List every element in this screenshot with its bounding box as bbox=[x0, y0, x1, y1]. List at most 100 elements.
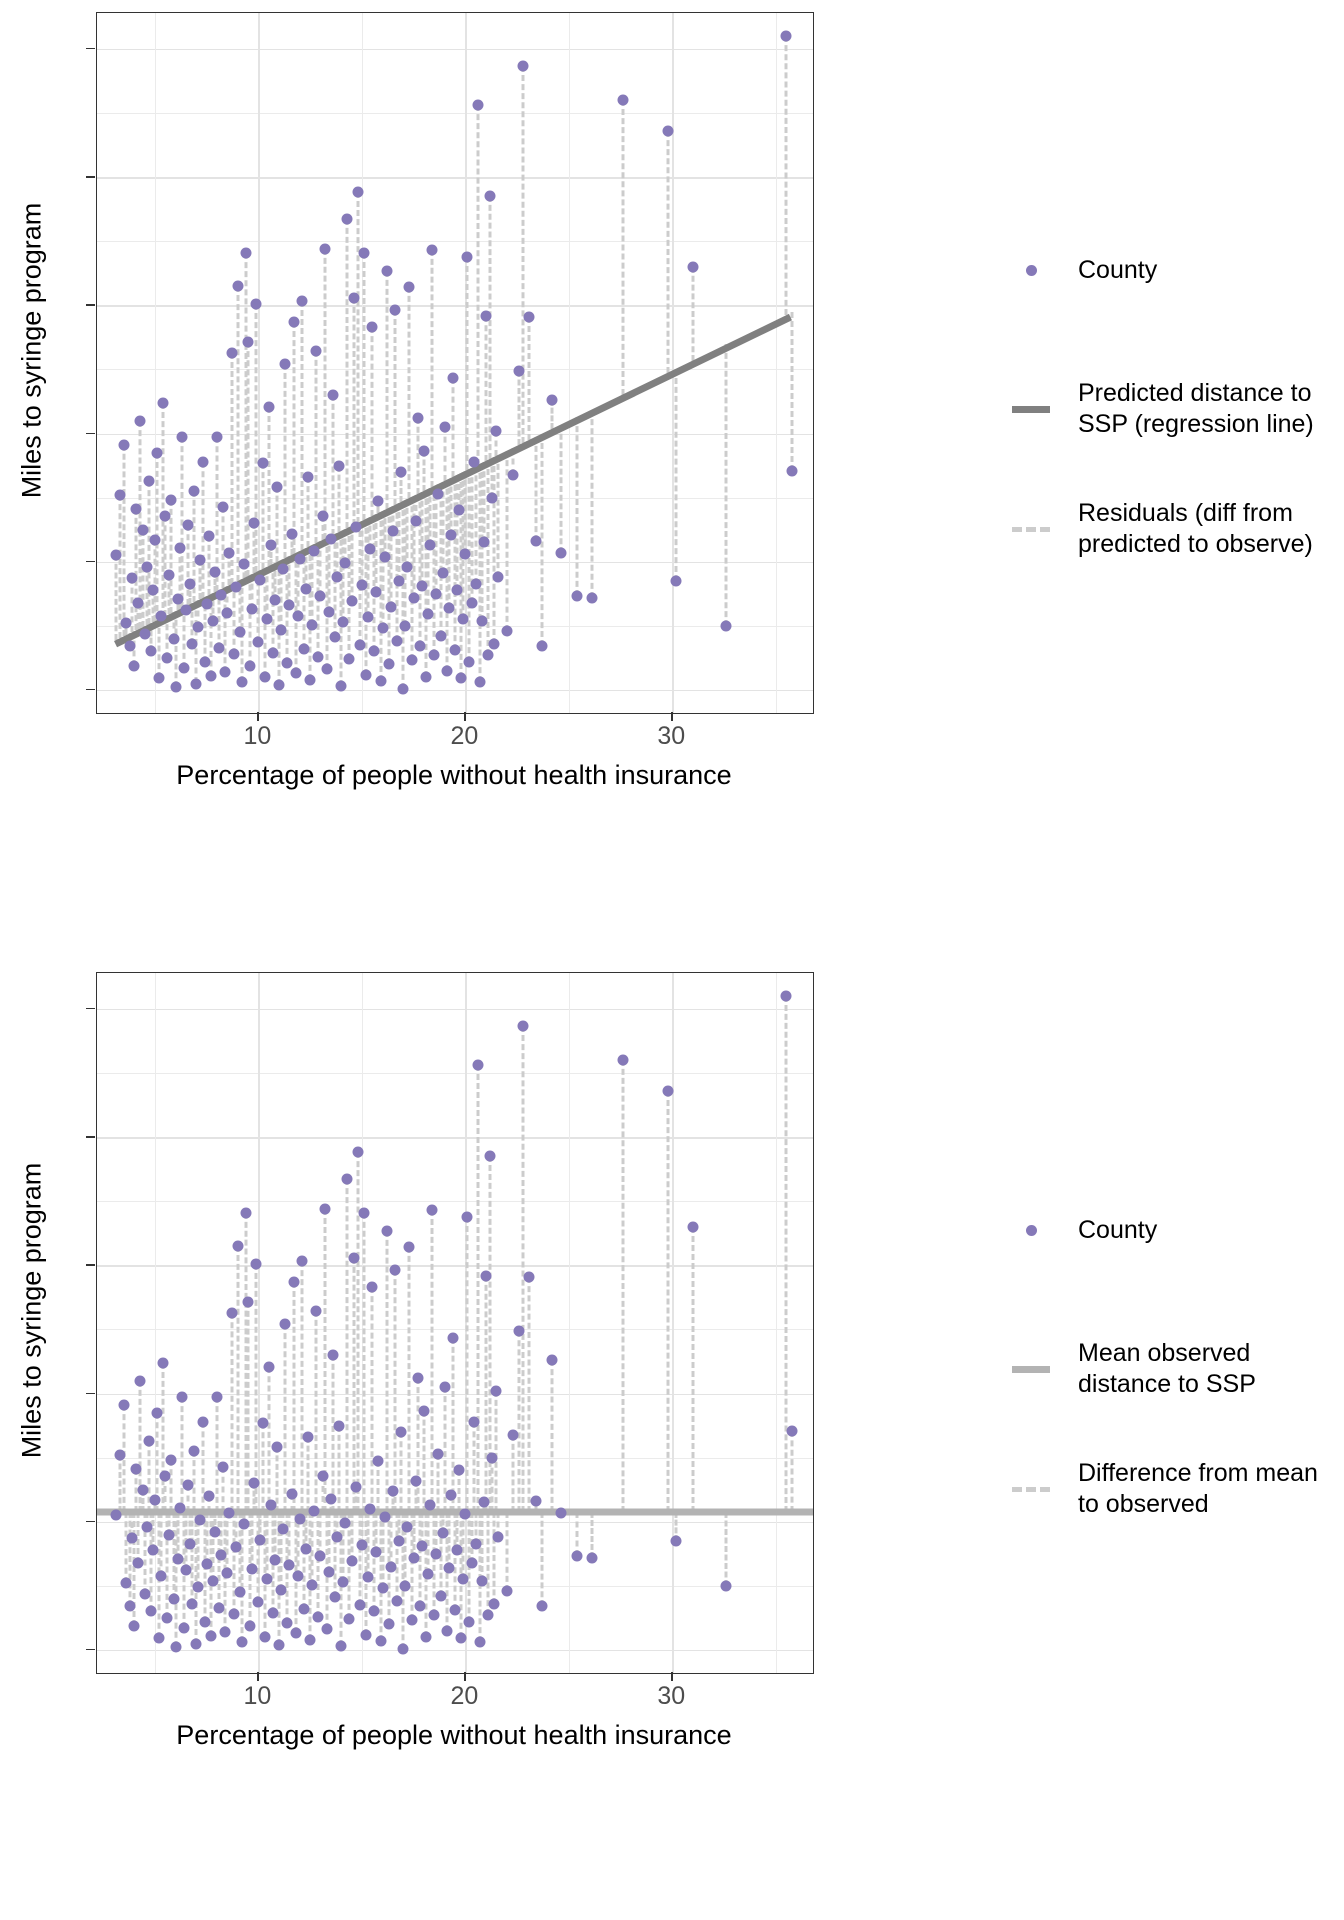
data-point-county bbox=[780, 990, 792, 1002]
residual-segment bbox=[362, 252, 366, 520]
data-point-county bbox=[451, 584, 463, 596]
data-point-county bbox=[286, 528, 298, 539]
residual-segment bbox=[436, 1453, 440, 1513]
residual-segment bbox=[124, 1512, 128, 1584]
x-tick-mark bbox=[257, 712, 259, 721]
residual-segment bbox=[230, 352, 233, 585]
legend-key-solid-line-icon-1 bbox=[1000, 389, 1062, 429]
data-point-county bbox=[188, 1445, 200, 1457]
residual-segment bbox=[387, 507, 391, 665]
data-point-county bbox=[182, 1479, 194, 1491]
residual-segment bbox=[215, 437, 219, 592]
data-point-county bbox=[269, 1554, 281, 1566]
data-point-county bbox=[379, 1511, 391, 1523]
residual-segment bbox=[196, 1512, 200, 1588]
residual-segment bbox=[443, 1387, 447, 1513]
data-point-county bbox=[124, 640, 136, 652]
residual-segment bbox=[327, 536, 331, 612]
y-tick-mark bbox=[86, 47, 95, 50]
gridline-x-minor bbox=[775, 13, 777, 713]
residual-segment bbox=[122, 445, 126, 637]
data-point-county bbox=[304, 1634, 316, 1646]
residual-segment bbox=[205, 1512, 209, 1565]
data-point-county bbox=[461, 1211, 473, 1223]
residual-segment bbox=[141, 1489, 145, 1513]
data-point-county bbox=[118, 1399, 130, 1411]
data-point-county bbox=[132, 597, 144, 609]
data-point-county bbox=[155, 610, 167, 622]
data-point-county bbox=[377, 1582, 389, 1594]
residual-segment bbox=[163, 1475, 167, 1513]
data-point-county bbox=[205, 670, 217, 682]
residual-segment bbox=[141, 529, 145, 628]
data-point-county bbox=[234, 1586, 246, 1598]
residual-segment bbox=[331, 395, 335, 535]
residual-segment bbox=[492, 456, 496, 644]
data-point-county bbox=[170, 681, 182, 693]
data-point-county bbox=[298, 1603, 310, 1615]
x-tick-label: 30 bbox=[657, 722, 686, 750]
residual-segment bbox=[621, 1060, 625, 1513]
gridline-y-minor bbox=[97, 1201, 813, 1203]
data-point-county bbox=[248, 1477, 260, 1489]
data-point-county bbox=[466, 1557, 478, 1569]
y-tick-mark bbox=[86, 1007, 95, 1010]
residual-segment bbox=[341, 1512, 345, 1582]
legend-item-mean-line[interactable]: Mean observed distance to SSP bbox=[1000, 1338, 1256, 1400]
data-point-county bbox=[472, 99, 484, 111]
legend-item-county-1[interactable]: County bbox=[1000, 250, 1157, 290]
data-point-county bbox=[149, 1494, 161, 1506]
data-point-county bbox=[492, 1531, 504, 1543]
data-point-county bbox=[174, 1502, 186, 1514]
residual-segment bbox=[169, 1460, 173, 1513]
data-point-county bbox=[283, 599, 295, 611]
residual-segment bbox=[395, 503, 399, 642]
residual-segment bbox=[261, 1423, 265, 1513]
legend-item-regression-line[interactable]: Predicted distance to SSP (regression li… bbox=[1000, 378, 1314, 440]
residual-segment bbox=[277, 561, 281, 685]
data-point-county bbox=[153, 672, 165, 684]
legend-regression: County Predicted distance to SSP (regres… bbox=[1000, 250, 1344, 590]
data-point-county bbox=[265, 539, 277, 551]
data-point-county bbox=[331, 1531, 343, 1543]
residual-segment bbox=[308, 1512, 312, 1640]
legend-key-glyph bbox=[1012, 1365, 1050, 1373]
residual-segment bbox=[267, 1366, 271, 1513]
data-point-county bbox=[176, 431, 188, 443]
legend-label-difference-from-mean: Difference from mean to observed bbox=[1078, 1459, 1318, 1518]
data-point-county bbox=[314, 590, 326, 602]
data-point-county bbox=[209, 1526, 221, 1538]
data-point-county bbox=[780, 30, 792, 42]
residual-segment bbox=[337, 1425, 341, 1513]
residual-segment bbox=[414, 1480, 418, 1513]
y-tick-mark bbox=[86, 688, 95, 691]
residual-segment bbox=[674, 1512, 678, 1541]
data-point-county bbox=[228, 1608, 240, 1620]
residual-segment bbox=[345, 219, 349, 528]
residual-segment bbox=[161, 1362, 165, 1513]
data-point-county bbox=[484, 1150, 496, 1162]
legend-item-difference-from-mean[interactable]: Difference from mean to observed bbox=[1000, 1458, 1318, 1520]
data-point-county bbox=[445, 529, 457, 541]
y-tick-mark bbox=[86, 1136, 95, 1138]
data-point-county bbox=[517, 60, 529, 72]
data-point-county bbox=[385, 601, 397, 613]
data-point-county bbox=[387, 1485, 399, 1497]
legend-key-glyph bbox=[1025, 264, 1037, 276]
data-point-county bbox=[157, 1357, 169, 1369]
data-point-county bbox=[207, 615, 219, 627]
residual-segment bbox=[790, 1430, 794, 1513]
residual-segment bbox=[484, 1275, 488, 1513]
legend-item-residuals[interactable]: Residuals (diff from predicted to observ… bbox=[1000, 498, 1313, 560]
mean-observed-line bbox=[97, 1508, 813, 1516]
gridline-y-minor bbox=[97, 369, 813, 371]
gridline-y-major bbox=[97, 1649, 813, 1652]
data-point-county bbox=[199, 1616, 211, 1628]
data-point-county bbox=[472, 1059, 484, 1071]
legend-item-county-2[interactable]: County bbox=[1000, 1210, 1157, 1250]
residual-segment bbox=[306, 477, 310, 547]
data-point-county bbox=[294, 553, 306, 565]
data-point-county bbox=[128, 660, 140, 672]
residual-segment bbox=[381, 510, 385, 629]
data-point-county bbox=[786, 1425, 798, 1437]
